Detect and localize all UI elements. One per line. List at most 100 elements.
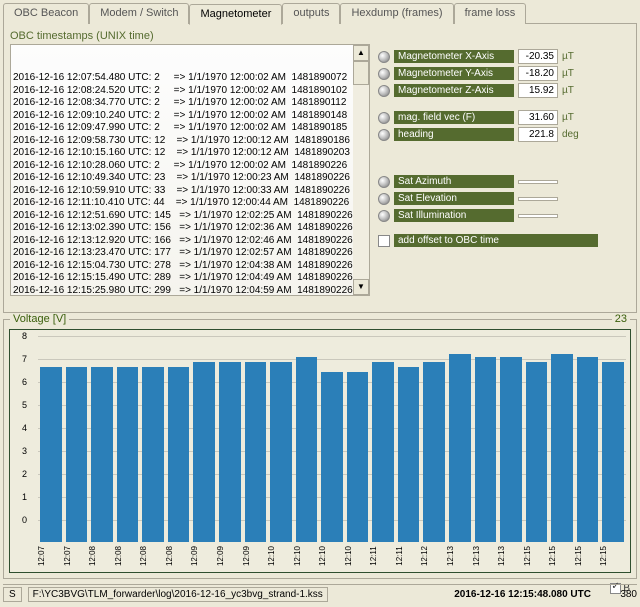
x-tick-label: 12:11 bbox=[369, 543, 397, 569]
list-item[interactable]: 2016-12-16 12:10:59.910 UTC: 33 => 1/1/1… bbox=[13, 185, 367, 198]
tab-outputs[interactable]: outputs bbox=[282, 3, 340, 24]
value-mag-x: -20.35 bbox=[518, 49, 558, 64]
led-icon bbox=[378, 193, 390, 205]
x-tick-label: 12:10 bbox=[318, 543, 346, 569]
chart-bar bbox=[245, 362, 267, 542]
list-item[interactable]: 2016-12-16 12:15:04.730 UTC: 278 => 1/1/… bbox=[13, 260, 367, 273]
tab-modem-switch[interactable]: Modem / Switch bbox=[89, 3, 189, 24]
x-tick-label: 12:15 bbox=[522, 543, 550, 569]
value-mag-z: 15.92 bbox=[518, 83, 558, 98]
x-tick-label: 12:11 bbox=[395, 543, 423, 569]
chart-bar bbox=[168, 367, 190, 542]
unit-mag-z: µT bbox=[562, 85, 584, 96]
offset-checkbox[interactable] bbox=[378, 235, 390, 247]
chart-bar bbox=[475, 357, 497, 542]
list-item[interactable]: 2016-12-16 12:12:51.690 UTC: 145 => 1/1/… bbox=[13, 210, 367, 223]
readout-azimuth: Sat Azimuth bbox=[378, 173, 628, 190]
y-tick-label: 7 bbox=[22, 354, 27, 364]
led-icon bbox=[378, 51, 390, 63]
status-path: F:\YC3BVG\TLM_forwarder\log\2016-12-16_y… bbox=[28, 587, 328, 602]
status-s-button[interactable]: S bbox=[3, 587, 22, 602]
y-tick-label: 6 bbox=[22, 377, 27, 387]
status-bar: S F:\YC3BVG\TLM_forwarder\log\2016-12-16… bbox=[3, 584, 637, 604]
list-item[interactable]: 2016-12-16 12:13:23.470 UTC: 177 => 1/1/… bbox=[13, 247, 367, 260]
readout-illum: Sat Illumination bbox=[378, 207, 628, 224]
scroll-track[interactable] bbox=[353, 85, 369, 279]
unit-mag-x: µT bbox=[562, 51, 584, 62]
offset-checkbox-row: add offset to OBC time bbox=[378, 234, 628, 247]
chart-bar bbox=[193, 362, 215, 542]
unit-mag-y: µT bbox=[562, 68, 584, 79]
chart-bar bbox=[602, 362, 624, 542]
timestamp-caption: OBC timestamps (UNIX time) bbox=[10, 30, 370, 42]
list-item[interactable]: 2016-12-16 12:13:12.920 UTC: 166 => 1/1/… bbox=[13, 235, 367, 248]
chart-bar bbox=[500, 357, 522, 542]
value-heading: 221.8 bbox=[518, 127, 558, 142]
x-tick-label: 12:13 bbox=[446, 543, 474, 569]
list-item[interactable]: 2016-12-16 12:08:34.770 UTC: 2 => 1/1/19… bbox=[13, 97, 367, 110]
scroll-thumb[interactable] bbox=[353, 61, 369, 85]
readout-elevation: Sat Elevation bbox=[378, 190, 628, 207]
scroll-down-icon[interactable]: ▼ bbox=[353, 279, 369, 295]
timestamp-column: OBC timestamps (UNIX time) 2016-12-16 12… bbox=[10, 30, 370, 306]
chart-bar bbox=[321, 372, 343, 542]
list-item[interactable]: 2016-12-16 12:15:25.980 UTC: 299 => 1/1/… bbox=[13, 285, 367, 297]
y-tick-label: 1 bbox=[22, 492, 27, 502]
x-tick-label: 12:09 bbox=[190, 543, 218, 569]
y-tick-label: 8 bbox=[22, 331, 27, 341]
status-frame-count: 380 bbox=[597, 589, 637, 600]
tab-panel-magnetometer: OBC timestamps (UNIX time) 2016-12-16 12… bbox=[3, 23, 637, 313]
x-tick-label: 12:15 bbox=[599, 543, 627, 569]
readout-mag-z: Magnetometer Z-Axis 15.92 µT bbox=[378, 82, 628, 99]
list-item[interactable]: 2016-12-16 12:09:47.990 UTC: 2 => 1/1/19… bbox=[13, 122, 367, 135]
x-tick-label: 12:07 bbox=[62, 543, 90, 569]
list-item[interactable]: 2016-12-16 12:10:49.340 UTC: 23 => 1/1/1… bbox=[13, 172, 367, 185]
x-tick-label: 12:15 bbox=[548, 543, 576, 569]
list-item[interactable]: 2016-12-16 12:09:10.240 UTC: 2 => 1/1/19… bbox=[13, 110, 367, 123]
value-mag-y: -18.20 bbox=[518, 66, 558, 81]
chart-bar bbox=[296, 357, 318, 542]
label-mag-x: Magnetometer X-Axis bbox=[394, 50, 514, 63]
chart-bar bbox=[372, 362, 394, 542]
tab-magnetometer[interactable]: Magnetometer bbox=[189, 4, 282, 25]
scroll-up-icon[interactable]: ▲ bbox=[353, 45, 369, 61]
list-item[interactable]: 2016-12-16 12:07:54.480 UTC: 2 => 1/1/19… bbox=[13, 72, 367, 85]
x-tick-label: 12:12 bbox=[420, 543, 448, 569]
list-item[interactable]: 2016-12-16 12:10:28.060 UTC: 2 => 1/1/19… bbox=[13, 160, 367, 173]
list-item[interactable]: 2016-12-16 12:11:10.410 UTC: 44 => 1/1/1… bbox=[13, 197, 367, 210]
list-item[interactable]: 2016-12-16 12:08:24.520 UTC: 2 => 1/1/19… bbox=[13, 85, 367, 98]
list-item[interactable]: 2016-12-16 12:09:58.730 UTC: 12 => 1/1/1… bbox=[13, 135, 367, 148]
tab-obc-beacon[interactable]: OBC Beacon bbox=[3, 3, 89, 24]
tab-frame-loss[interactable]: frame loss bbox=[454, 3, 527, 24]
timestamp-listbox[interactable]: 2016-12-16 12:07:54.480 UTC: 2 => 1/1/19… bbox=[10, 44, 370, 296]
chart-bar bbox=[66, 367, 88, 542]
list-item[interactable]: 2016-12-16 12:15:15.490 UTC: 289 => 1/1/… bbox=[13, 272, 367, 285]
y-tick-label: 0 bbox=[22, 515, 27, 525]
chart-bar bbox=[577, 357, 599, 542]
label-mag-y: Magnetometer Y-Axis bbox=[394, 67, 514, 80]
list-item[interactable]: 2016-12-16 12:13:02.390 UTC: 156 => 1/1/… bbox=[13, 222, 367, 235]
list-item[interactable]: 2016-12-16 12:10:15.160 UTC: 12 => 1/1/1… bbox=[13, 147, 367, 160]
x-tick-label: 12:10 bbox=[344, 543, 372, 569]
x-tick-label: 12:07 bbox=[37, 543, 65, 569]
y-tick-label: 2 bbox=[22, 469, 27, 479]
value-azimuth bbox=[518, 180, 558, 184]
value-field: 31.60 bbox=[518, 110, 558, 125]
readout-column: Magnetometer X-Axis -20.35 µT Magnetomet… bbox=[376, 30, 630, 306]
chart-bar bbox=[219, 362, 241, 542]
label-heading: heading bbox=[394, 128, 514, 141]
chart-bar bbox=[40, 367, 62, 542]
x-tick-label: 12:08 bbox=[139, 543, 167, 569]
x-tick-label: 12:13 bbox=[497, 543, 525, 569]
tab-hexdump[interactable]: Hexdump (frames) bbox=[340, 3, 453, 24]
chart-count: 23 bbox=[612, 313, 630, 325]
readout-mag-y: Magnetometer Y-Axis -18.20 µT bbox=[378, 65, 628, 82]
led-icon bbox=[378, 112, 390, 124]
label-illum: Sat Illumination bbox=[394, 209, 514, 222]
scrollbar[interactable]: ▲ ▼ bbox=[353, 45, 369, 295]
led-icon bbox=[378, 85, 390, 97]
x-tick-label: 12:10 bbox=[292, 543, 320, 569]
x-tick-label: 12:08 bbox=[88, 543, 116, 569]
unit-heading: deg bbox=[562, 129, 584, 140]
x-tick-label: 12:08 bbox=[113, 543, 141, 569]
